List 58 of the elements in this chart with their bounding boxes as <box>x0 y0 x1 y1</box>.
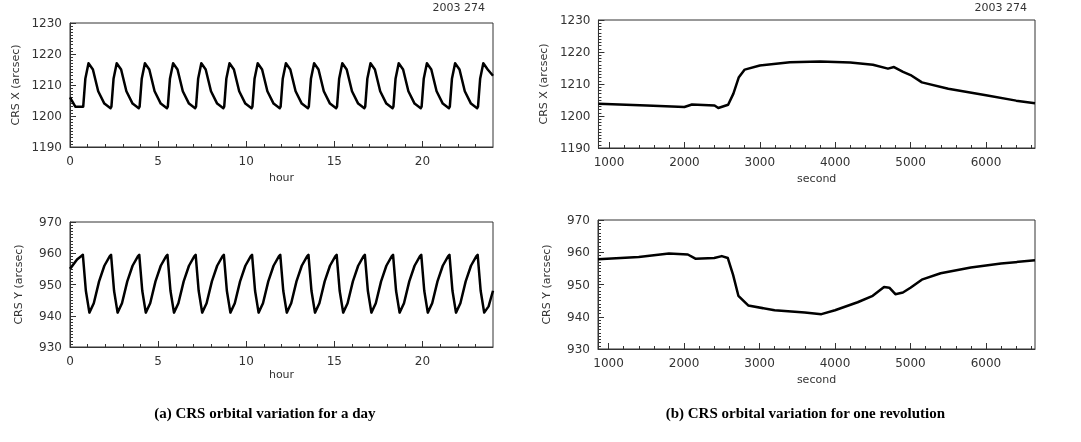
x-tick-label: 10 <box>238 154 254 168</box>
x-axis-title: second <box>796 372 837 386</box>
line-series <box>68 62 495 110</box>
y-tick-label: 960 <box>39 246 62 261</box>
x-tick-label: 6000 <box>970 155 1002 169</box>
y-tick-label: 1210 <box>31 78 62 92</box>
y-tick-label: 1210 <box>559 77 591 91</box>
line-series <box>68 253 495 314</box>
text: (b) CRS orbital variation for one revolution <box>665 404 946 422</box>
x-tick-label: 5 <box>154 154 162 168</box>
text: 2003 274 <box>974 1 1028 14</box>
y-tick-label: 1200 <box>31 109 62 123</box>
y-tick-label: 930 <box>567 342 590 356</box>
x-tick-label: 0 <box>66 154 74 168</box>
x-axis-title: second <box>797 171 837 185</box>
x-tick-label: 3000 <box>744 356 775 370</box>
y-tick-label: 970 <box>39 215 62 229</box>
x-axis-title: hour <box>268 368 295 381</box>
y-tick-label: 950 <box>39 277 62 292</box>
x-tick-label: 2000 <box>669 155 700 169</box>
y-tick-label: 930 <box>39 340 62 354</box>
y-tick-label: 970 <box>567 213 590 227</box>
line-series <box>596 252 1037 316</box>
y-tick-label: 1200 <box>559 109 591 123</box>
y-tick-label: 1190 <box>559 141 591 155</box>
y-axis-title: CRS Y (arcsec) <box>12 244 25 325</box>
y-tick-label: 940 <box>567 309 590 324</box>
x-tick-label: 3000 <box>744 155 776 169</box>
x-tick-label: 10 <box>238 354 254 368</box>
x-tick-label: 4000 <box>819 155 851 169</box>
text: (a) CRS orbital variation for a day <box>154 404 377 422</box>
x-tick-label: 2000 <box>668 356 700 370</box>
y-tick-label: 1220 <box>559 45 591 59</box>
x-tick-label: 6000 <box>970 356 1002 370</box>
y-axis-title: CRS X (arcsec) <box>8 44 22 126</box>
y-tick-label: 960 <box>567 245 590 260</box>
y-axis-title: CRS Y (arcsec) <box>540 244 553 325</box>
x-tick-label: 15 <box>326 354 343 368</box>
y-tick-label: 1230 <box>31 16 62 30</box>
x-tick-label: 5000 <box>895 356 926 370</box>
x-tick-label: 20 <box>414 154 431 168</box>
y-axis-title: CRS X (arcsec) <box>537 43 550 125</box>
x-tick-label: 1000 <box>593 155 625 169</box>
x-tick-label: 4000 <box>819 356 851 370</box>
x-tick-label: 20 <box>414 354 431 368</box>
x-tick-label: 0 <box>66 354 74 368</box>
x-tick-label: 5000 <box>895 155 926 169</box>
x-tick-label: 1000 <box>593 356 624 370</box>
y-tick-label: 940 <box>39 308 62 323</box>
x-axis-title: hour <box>268 170 295 184</box>
line-series <box>597 60 1037 110</box>
y-tick-label: 1230 <box>559 13 591 27</box>
text: 2003 274 <box>432 1 486 14</box>
x-tick-label: 5 <box>154 354 162 368</box>
y-tick-label: 950 <box>567 277 590 292</box>
x-tick-label: 15 <box>326 154 343 168</box>
y-tick-label: 1190 <box>31 140 62 154</box>
y-tick-label: 1220 <box>31 47 62 61</box>
